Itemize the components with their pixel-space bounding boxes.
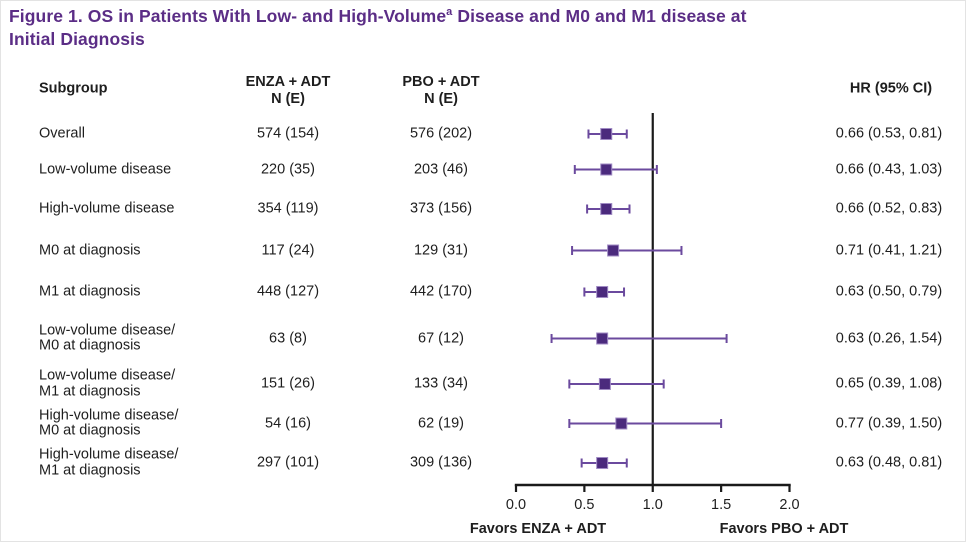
enza-n-value: 574 (154): [256, 125, 320, 142]
hr-ci-value: 0.66 (0.52, 0.83): [835, 200, 943, 217]
pbo-n-value: 373 (156): [409, 200, 473, 217]
subgroup-label-line: Low-volume disease/: [39, 367, 176, 384]
pbo-n-value: 62 (19): [418, 414, 464, 431]
x-axis-tick-label: 2.0: [779, 497, 799, 513]
title-text-segment: Disease and M0 and M1 disease at: [452, 6, 747, 26]
hr-marker: [598, 378, 611, 390]
subgroup-label: Low-volume disease: [39, 160, 172, 178]
subgroup-label-line: M1 at diagnosis: [39, 383, 141, 399]
subgroup-label-line: M1 at diagnosis: [39, 283, 141, 300]
subgroup-label-line: Overall: [39, 125, 85, 142]
subgroup-label-line: High-volume disease/: [39, 407, 179, 423]
hr-marker: [600, 128, 613, 140]
pbo-n-value: 67 (12): [418, 329, 464, 346]
pbo-n-value: 576 (202): [409, 125, 473, 142]
subgroup-label-line: Low-volume disease: [39, 160, 172, 177]
subgroup-label: High-volume disease/M1 at diagnosis: [39, 446, 179, 479]
column-header-enza-line1: ENZA + ADT: [245, 74, 331, 90]
x-axis-tick-label: 1.5: [711, 497, 731, 513]
column-header-pbo: PBO + ADT N (E): [402, 74, 479, 108]
pbo-n-value: 129 (31): [413, 241, 469, 258]
subgroup-label: M0 at diagnosis: [39, 241, 141, 259]
subgroup-label: High-volume disease: [39, 201, 174, 217]
hr-ci-value: 0.65 (0.39, 1.08): [835, 375, 943, 392]
x-axis-tick-label: 1.0: [643, 497, 663, 513]
enza-n-value: 151 (26): [260, 375, 316, 392]
pbo-n-value: 203 (46): [413, 160, 469, 177]
figure-title-line2: Initial Diagnosis: [9, 29, 145, 49]
subgroup-label: M1 at diagnosis: [39, 284, 141, 300]
hr-ci-value: 0.63 (0.50, 0.79): [835, 283, 943, 300]
favors-left-label: Favors ENZA + ADT: [470, 521, 606, 537]
subgroup-label-line: M0 at diagnosis: [39, 422, 141, 439]
hr-marker: [596, 332, 609, 345]
figure-title: Figure 1. OS in Patients With Low- and H…: [9, 5, 961, 51]
column-header-enza: ENZA + ADT N (E): [246, 74, 331, 108]
subgroup-label: High-volume disease/M0 at diagnosis: [39, 407, 179, 439]
column-header-pbo-line1: PBO + ADT: [402, 74, 480, 90]
hr-marker: [596, 286, 609, 298]
hr-marker: [596, 457, 609, 469]
footnote-marker: a: [446, 6, 453, 19]
favors-right-label: Favors PBO + ADT: [720, 521, 849, 537]
title-text-segment: Figure 1. OS in Patients With Low- and H…: [9, 6, 447, 26]
enza-n-value: 297 (101): [256, 454, 320, 471]
hr-ci-value: 0.71 (0.41, 1.21): [835, 241, 943, 258]
hr-ci-value: 0.66 (0.53, 0.81): [835, 125, 943, 142]
column-header-pbo-line2: N (E): [424, 91, 458, 107]
hr-marker: [607, 244, 620, 257]
subgroup-label: Low-volume disease/M0 at diagnosis: [39, 322, 176, 354]
enza-n-value: 63 (8): [269, 329, 307, 346]
enza-n-value: 354 (119): [257, 200, 319, 217]
enza-n-value: 220 (35): [260, 160, 316, 177]
hr-marker: [615, 417, 628, 430]
hr-marker: [600, 203, 613, 215]
hr-ci-value: 0.63 (0.26, 1.54): [835, 329, 943, 346]
subgroup-label-line: M1 at diagnosis: [39, 462, 141, 478]
subgroup-label: Overall: [39, 126, 85, 142]
enza-n-value: 117 (24): [261, 241, 315, 258]
subgroup-label-line: M0 at diagnosis: [39, 241, 141, 258]
hr-ci-value: 0.77 (0.39, 1.50): [835, 414, 943, 431]
figure-title-line1: Figure 1. OS in Patients With Low- and H…: [9, 5, 961, 28]
enza-n-value: 448 (127): [256, 283, 320, 300]
pbo-n-value: 442 (170): [409, 283, 473, 300]
column-header-hr: HR (95% CI): [849, 80, 933, 97]
pbo-n-value: 133 (34): [413, 375, 469, 392]
subgroup-label-line: High-volume disease/: [39, 446, 179, 463]
pbo-n-value: 309 (136): [409, 454, 473, 471]
column-header-subgroup: Subgroup: [39, 80, 108, 97]
hr-marker: [600, 163, 613, 176]
column-header-enza-line2: N (E): [271, 91, 305, 107]
subgroup-label-line: Low-volume disease/: [39, 322, 176, 338]
enza-n-value: 54 (16): [265, 414, 311, 431]
hr-ci-value: 0.63 (0.48, 0.81): [835, 454, 943, 471]
x-axis-tick-label: 0.5: [574, 497, 594, 513]
subgroup-label-line: High-volume disease: [39, 200, 175, 217]
hr-ci-value: 0.66 (0.43, 1.03): [835, 160, 943, 177]
subgroup-label-line: M0 at diagnosis: [39, 337, 141, 354]
x-axis-tick-label: 0.0: [506, 497, 526, 513]
subgroup-label: Low-volume disease/M1 at diagnosis: [39, 367, 176, 400]
